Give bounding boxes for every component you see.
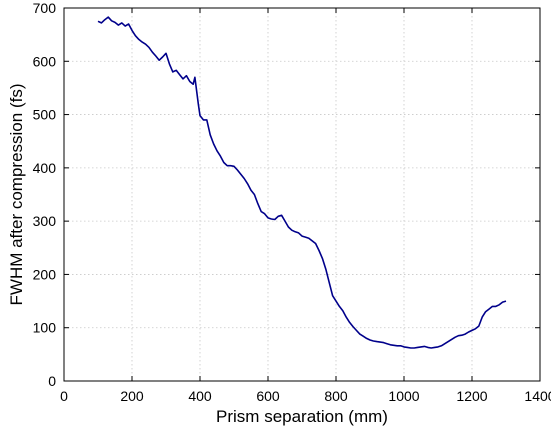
y-tick-label: 400 (33, 160, 57, 176)
y-tick-label: 700 (33, 0, 57, 16)
plot-area-frame (63, 7, 541, 382)
y-axis-ticks: 0 100 200 300 400 500 600 700 (33, 0, 540, 389)
x-tick-label: 400 (188, 388, 212, 404)
x-tick-label: 1200 (456, 388, 487, 404)
y-tick-label: 0 (48, 373, 56, 389)
fwhm-series-line (97, 16, 507, 349)
grid-lines (64, 8, 540, 381)
x-tick-label: 200 (120, 388, 144, 404)
x-axis-label: Prism separation (mm) (216, 407, 388, 426)
y-tick-label: 200 (33, 266, 57, 282)
y-tick-label: 300 (33, 213, 57, 229)
y-tick-label: 500 (33, 107, 57, 123)
x-tick-label: 0 (60, 388, 68, 404)
y-tick-label: 600 (33, 53, 57, 69)
x-tick-label: 600 (256, 388, 280, 404)
y-axis-label: FWHM after compression (fs) (7, 84, 26, 306)
series-layer (97, 16, 507, 349)
y-tick-label: 100 (33, 320, 57, 336)
x-tick-label: 800 (324, 388, 348, 404)
x-tick-label: 1000 (388, 388, 419, 404)
